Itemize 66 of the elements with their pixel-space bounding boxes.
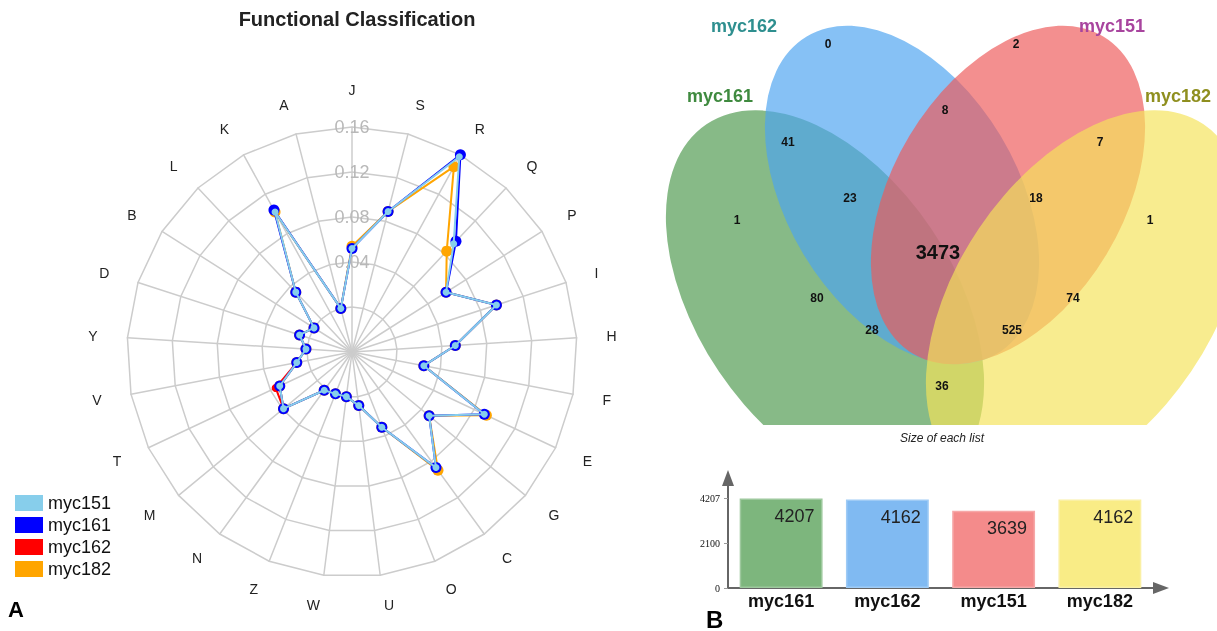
data-label: 4162 xyxy=(1093,506,1134,527)
data-label: 4207 xyxy=(774,505,815,526)
spoke-label: W xyxy=(306,596,321,613)
text: 41 xyxy=(781,135,795,149)
legend-label: myc151 xyxy=(48,493,112,513)
legend-label: myc162 xyxy=(48,537,112,557)
text: myc162 xyxy=(710,16,778,36)
spoke-label: R xyxy=(474,120,485,137)
x-tick-label: myc182 xyxy=(1066,591,1133,611)
spoke-label: E xyxy=(582,452,593,469)
spoke-label: O xyxy=(445,581,457,598)
text: 1 xyxy=(733,213,741,227)
spoke-label: F xyxy=(602,391,612,408)
data-label: 3639 xyxy=(987,517,1028,538)
spoke-label: A xyxy=(279,97,290,114)
spoke-label: I xyxy=(594,265,599,282)
y-tick-label: 2100 xyxy=(700,537,720,549)
legend-label: myc161 xyxy=(48,515,112,535)
text: 2 xyxy=(1012,37,1020,51)
legend-label: myc182 xyxy=(48,559,112,579)
text: A xyxy=(8,596,24,622)
text: 36 xyxy=(935,379,949,393)
spoke-label: M xyxy=(143,506,156,523)
spoke-label: B xyxy=(127,207,137,224)
text: myc151 xyxy=(1078,16,1146,36)
x-tick-label: myc151 xyxy=(960,591,1027,611)
spoke-label: P xyxy=(567,207,577,224)
y-tick-label: 0.16 xyxy=(334,117,370,137)
x-tick-label: myc162 xyxy=(854,591,921,611)
spoke-label: J xyxy=(348,82,356,98)
text: 1 xyxy=(1146,213,1154,227)
spoke-label: V xyxy=(92,391,103,408)
spoke-label: K xyxy=(219,120,230,137)
text: 18 xyxy=(1029,191,1043,205)
y-tick-label: 0 xyxy=(715,582,720,594)
text: 8 xyxy=(941,103,949,117)
y-tick-label: 0.08 xyxy=(334,207,370,227)
spoke-label: Q xyxy=(526,158,538,175)
x-tick-label: myc161 xyxy=(748,591,815,611)
text: 525 xyxy=(1001,323,1023,337)
spoke-label: Y xyxy=(88,327,99,344)
text: 23 xyxy=(843,191,857,205)
spoke-label: N xyxy=(191,550,203,567)
text: 28 xyxy=(865,323,879,337)
text: myc161 xyxy=(686,86,754,106)
text: myc182 xyxy=(1144,86,1212,106)
spoke-label: T xyxy=(112,452,122,469)
spoke-label: C xyxy=(501,550,513,567)
spoke-label: D xyxy=(99,265,110,282)
spoke-label: G xyxy=(548,506,560,523)
text: 3473 xyxy=(915,241,961,263)
chart-title: Functional Classification xyxy=(238,8,476,30)
text: 0 xyxy=(824,37,832,51)
text: 74 xyxy=(1066,291,1080,305)
text: 7 xyxy=(1096,135,1104,149)
spoke-label: U xyxy=(383,596,395,613)
text: B xyxy=(706,605,724,631)
text: 80 xyxy=(810,291,824,305)
spoke-label: Z xyxy=(249,581,259,598)
spoke-label: L xyxy=(169,158,178,175)
y-tick-label: 4207 xyxy=(700,493,720,505)
spoke-label: S xyxy=(415,97,425,114)
chart-title: Size of each list xyxy=(899,431,985,445)
data-label: 4162 xyxy=(880,506,921,527)
y-tick-label: 0.12 xyxy=(334,162,370,182)
spoke-label: H xyxy=(606,327,617,344)
